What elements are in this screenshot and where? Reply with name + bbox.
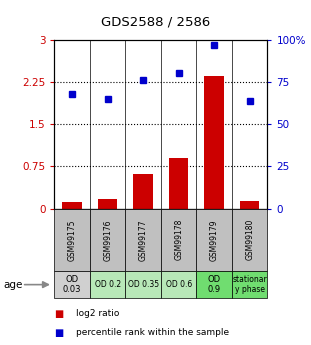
- Bar: [204, 76, 224, 209]
- Text: stationar
y phase: stationar y phase: [232, 275, 267, 294]
- Text: OD
0.9: OD 0.9: [208, 275, 221, 294]
- Text: GSM99175: GSM99175: [68, 219, 77, 260]
- Text: ■: ■: [54, 308, 64, 318]
- Text: age: age: [3, 280, 22, 289]
- Bar: [240, 201, 259, 209]
- Bar: [197, 271, 232, 298]
- Bar: [169, 158, 188, 209]
- Bar: [161, 209, 197, 271]
- Bar: [133, 174, 153, 209]
- Text: GSM99180: GSM99180: [245, 219, 254, 260]
- Bar: [125, 209, 161, 271]
- Text: GSM99178: GSM99178: [174, 219, 183, 260]
- Bar: [232, 271, 267, 298]
- Bar: [232, 209, 267, 271]
- Text: percentile rank within the sample: percentile rank within the sample: [76, 328, 229, 337]
- Bar: [90, 209, 125, 271]
- Text: OD
0.03: OD 0.03: [63, 275, 81, 294]
- Text: GDS2588 / 2586: GDS2588 / 2586: [101, 16, 210, 29]
- Bar: [90, 271, 125, 298]
- Text: OD 0.6: OD 0.6: [165, 280, 192, 289]
- Text: GSM99176: GSM99176: [103, 219, 112, 260]
- Bar: [161, 271, 197, 298]
- Bar: [54, 209, 90, 271]
- Text: GSM99177: GSM99177: [139, 219, 148, 260]
- Bar: [197, 209, 232, 271]
- Bar: [125, 271, 161, 298]
- Bar: [63, 202, 82, 209]
- Text: GSM99179: GSM99179: [210, 219, 219, 260]
- Text: ■: ■: [54, 328, 64, 338]
- Text: OD 0.2: OD 0.2: [95, 280, 121, 289]
- Bar: [54, 271, 90, 298]
- Bar: [98, 199, 118, 209]
- Text: OD 0.35: OD 0.35: [128, 280, 159, 289]
- Text: log2 ratio: log2 ratio: [76, 309, 119, 318]
